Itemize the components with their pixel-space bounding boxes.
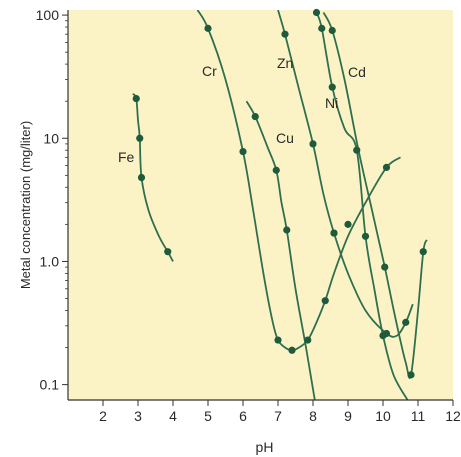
y-axis-label: Metal concentration (mg/liter) xyxy=(18,121,33,289)
data-point-fe xyxy=(164,248,172,256)
series-label-cu: Cu xyxy=(276,130,294,146)
data-point-cr xyxy=(344,220,352,228)
series-line-cd xyxy=(322,12,428,379)
data-point-cu xyxy=(272,166,280,174)
data-point-cd xyxy=(328,26,336,35)
x-tick-label: 12 xyxy=(445,408,461,424)
series-label-ni: Ni xyxy=(325,95,338,111)
data-point-zn xyxy=(281,30,289,38)
x-tick-label: 11 xyxy=(411,408,426,424)
series-label-zn: Zn xyxy=(277,55,293,71)
y-tick-label: 100 xyxy=(36,7,60,23)
data-point-cd xyxy=(381,263,389,271)
y-tick-label: 0.1 xyxy=(40,377,60,393)
series-labels: Fe Cr Cu Zn Ni Cd xyxy=(118,55,366,165)
data-point-cd xyxy=(419,248,427,256)
axes: 2 3 4 5 6 7 8 9 10 11 12 0.1 1.0 10 100 xyxy=(36,7,461,424)
series-points xyxy=(132,8,427,379)
data-point-ni xyxy=(379,331,387,340)
x-tick-label: 9 xyxy=(344,408,352,424)
data-point-fe xyxy=(137,173,146,182)
x-tick-label: 5 xyxy=(204,408,212,424)
data-point-cr xyxy=(304,336,312,344)
x-axis-label: pH xyxy=(256,439,274,455)
x-tick-label: 2 xyxy=(99,408,107,424)
series-label-fe: Fe xyxy=(118,149,135,165)
y-tick-label: 10 xyxy=(43,130,59,146)
data-point-cr xyxy=(239,147,247,156)
data-point-fe xyxy=(132,94,140,103)
data-point-cr xyxy=(288,346,296,354)
data-point-cr xyxy=(274,336,282,344)
data-point-cd xyxy=(407,371,415,379)
x-tick-label: 3 xyxy=(134,408,142,424)
x-tick-label: 4 xyxy=(169,408,177,424)
data-point-cr xyxy=(204,24,212,32)
series-label-cd: Cd xyxy=(348,64,366,80)
series-line-cu xyxy=(245,100,316,400)
data-point-cr xyxy=(321,297,329,305)
data-point-zn xyxy=(309,140,317,148)
y-tick-label: 1.0 xyxy=(40,253,60,269)
data-point-fe xyxy=(136,134,144,142)
data-point-ni xyxy=(312,8,321,17)
x-tick-label: 7 xyxy=(274,408,282,424)
data-point-ni xyxy=(361,232,370,240)
data-point-zn xyxy=(402,318,410,326)
x-tick-label: 10 xyxy=(375,408,391,424)
data-point-ni xyxy=(353,146,361,154)
x-tick-label: 8 xyxy=(309,408,317,424)
data-point-ni xyxy=(328,83,336,91)
series-line-zn xyxy=(277,10,414,338)
data-point-cu xyxy=(283,226,291,234)
series-label-cr: Cr xyxy=(202,63,217,79)
plot-area xyxy=(68,10,453,400)
data-point-ni xyxy=(318,24,326,32)
data-point-zn xyxy=(330,229,338,237)
data-point-cu xyxy=(251,112,259,121)
x-tick-label: 6 xyxy=(239,408,247,424)
data-point-cr xyxy=(382,163,391,172)
